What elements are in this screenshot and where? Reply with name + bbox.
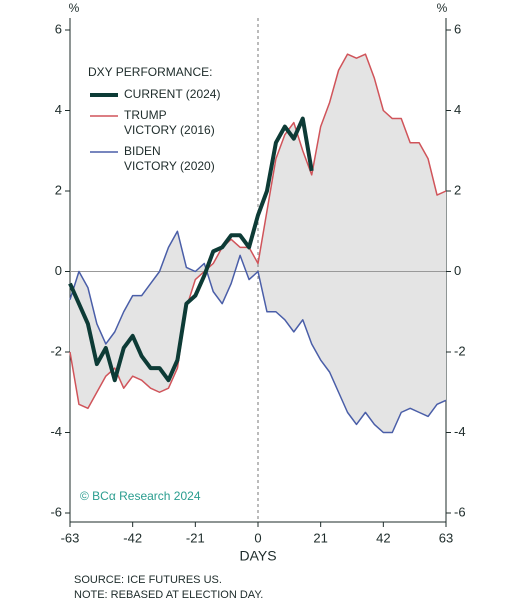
legend-label: CURRENT (2024) xyxy=(124,87,221,101)
note: NOTE: REBASED AT ELECTION DAY. xyxy=(74,589,263,601)
series-line xyxy=(68,116,314,383)
y2-tick-label: -6 xyxy=(454,504,466,519)
x-tick-label: -21 xyxy=(186,530,205,545)
y-unit: % xyxy=(69,1,80,15)
y2-tick-label: -2 xyxy=(454,343,466,358)
x-tick-label: 0 xyxy=(254,530,261,545)
y2-tick-label: 4 xyxy=(454,102,461,117)
y2-unit: % xyxy=(437,1,448,15)
x-tick-label: -42 xyxy=(123,530,142,545)
legend-label: TRUMP VICTORY (2016) xyxy=(124,108,215,137)
x-axis-label: DAYS xyxy=(239,548,276,564)
source: SOURCE: ICE FUTURES US. xyxy=(74,574,222,586)
legend-title: DXY PERFORMANCE: xyxy=(88,65,212,79)
watermark: © BCα Research 2024 xyxy=(80,489,201,503)
series-line xyxy=(69,230,447,434)
y-tick-label: 2 xyxy=(55,182,62,197)
legend-label: BIDEN VICTORY (2020) xyxy=(124,144,215,173)
y2-tick-label: -4 xyxy=(454,424,466,439)
y-tick-label: -4 xyxy=(50,424,62,439)
x-tick-label: 63 xyxy=(439,530,453,545)
y2-tick-label: 0 xyxy=(454,263,461,278)
y-tick-label: 0 xyxy=(55,263,62,278)
spread-area xyxy=(70,54,446,433)
x-tick-label: 21 xyxy=(313,530,327,545)
y-tick-label: -2 xyxy=(50,343,62,358)
series-line xyxy=(69,53,447,410)
y-tick-label: 4 xyxy=(55,102,62,117)
x-tick-label: 42 xyxy=(376,530,390,545)
y2-tick-label: 6 xyxy=(454,21,461,36)
y2-tick-label: 2 xyxy=(454,182,461,197)
y-tick-label: -6 xyxy=(50,504,62,519)
y-tick-label: 6 xyxy=(55,21,62,36)
x-tick-label: -63 xyxy=(61,530,80,545)
